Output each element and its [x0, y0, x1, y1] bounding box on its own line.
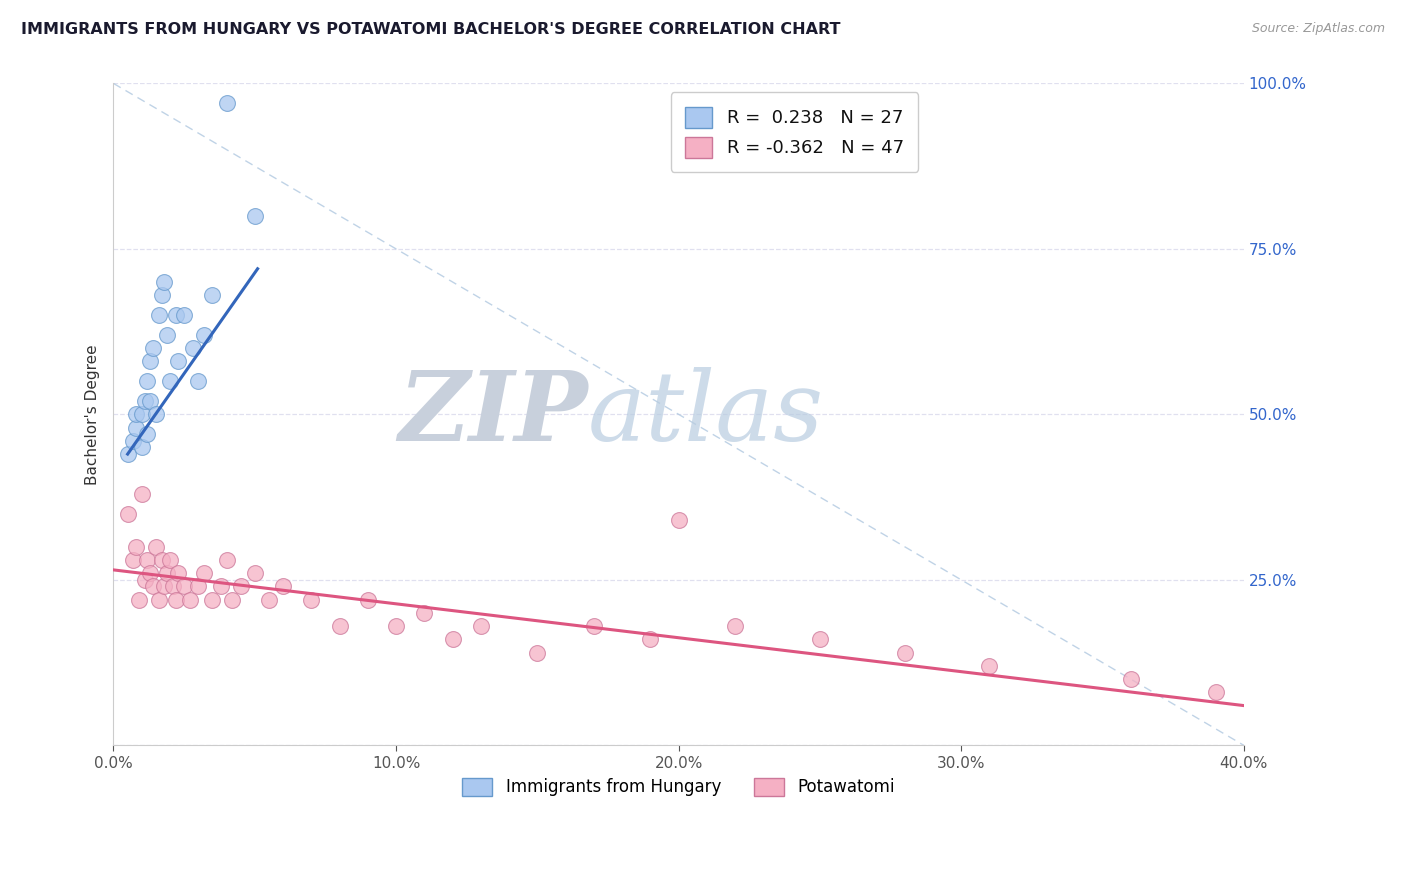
Point — [142, 341, 165, 355]
Point — [139, 566, 162, 581]
Point — [125, 420, 148, 434]
Point — [257, 592, 280, 607]
Point — [148, 592, 170, 607]
Point — [167, 566, 190, 581]
Point — [215, 96, 238, 111]
Point — [173, 579, 195, 593]
Point — [179, 592, 201, 607]
Point — [526, 646, 548, 660]
Point — [159, 374, 181, 388]
Y-axis label: Bachelor's Degree: Bachelor's Degree — [86, 344, 100, 484]
Point — [139, 394, 162, 409]
Point — [125, 408, 148, 422]
Point — [215, 553, 238, 567]
Point — [145, 408, 167, 422]
Point — [209, 579, 232, 593]
Text: Source: ZipAtlas.com: Source: ZipAtlas.com — [1251, 22, 1385, 36]
Point — [243, 566, 266, 581]
Point — [193, 327, 215, 342]
Text: IMMIGRANTS FROM HUNGARY VS POTAWATOMI BACHELOR'S DEGREE CORRELATION CHART: IMMIGRANTS FROM HUNGARY VS POTAWATOMI BA… — [21, 22, 841, 37]
Point — [122, 434, 145, 448]
Point — [893, 646, 915, 660]
Point — [148, 308, 170, 322]
Point — [131, 487, 153, 501]
Point — [142, 579, 165, 593]
Point — [150, 288, 173, 302]
Point — [167, 354, 190, 368]
Point — [413, 606, 436, 620]
Point — [329, 619, 352, 633]
Point — [243, 209, 266, 223]
Point — [582, 619, 605, 633]
Point — [131, 408, 153, 422]
Point — [131, 441, 153, 455]
Point — [1205, 685, 1227, 699]
Point — [156, 566, 179, 581]
Point — [187, 374, 209, 388]
Point — [221, 592, 243, 607]
Point — [139, 354, 162, 368]
Point — [299, 592, 322, 607]
Point — [357, 592, 380, 607]
Point — [470, 619, 492, 633]
Point — [153, 275, 176, 289]
Point — [187, 579, 209, 593]
Point — [201, 592, 224, 607]
Point — [165, 592, 187, 607]
Point — [271, 579, 294, 593]
Legend: Immigrants from Hungary, Potawatomi: Immigrants from Hungary, Potawatomi — [456, 772, 901, 803]
Point — [150, 553, 173, 567]
Point — [181, 341, 204, 355]
Point — [134, 394, 156, 409]
Point — [122, 553, 145, 567]
Point — [117, 507, 139, 521]
Point — [1119, 672, 1142, 686]
Point — [162, 579, 184, 593]
Point — [441, 632, 464, 647]
Point — [128, 592, 150, 607]
Point — [136, 374, 159, 388]
Text: atlas: atlas — [588, 368, 824, 461]
Point — [668, 513, 690, 527]
Point — [385, 619, 408, 633]
Point — [173, 308, 195, 322]
Point — [136, 427, 159, 442]
Point — [134, 573, 156, 587]
Point — [136, 553, 159, 567]
Point — [640, 632, 662, 647]
Point — [165, 308, 187, 322]
Point — [808, 632, 831, 647]
Point — [145, 540, 167, 554]
Point — [229, 579, 252, 593]
Point — [979, 658, 1001, 673]
Point — [193, 566, 215, 581]
Point — [153, 579, 176, 593]
Text: ZIP: ZIP — [398, 368, 588, 461]
Point — [201, 288, 224, 302]
Point — [117, 447, 139, 461]
Point — [156, 327, 179, 342]
Point — [125, 540, 148, 554]
Point — [724, 619, 747, 633]
Point — [159, 553, 181, 567]
